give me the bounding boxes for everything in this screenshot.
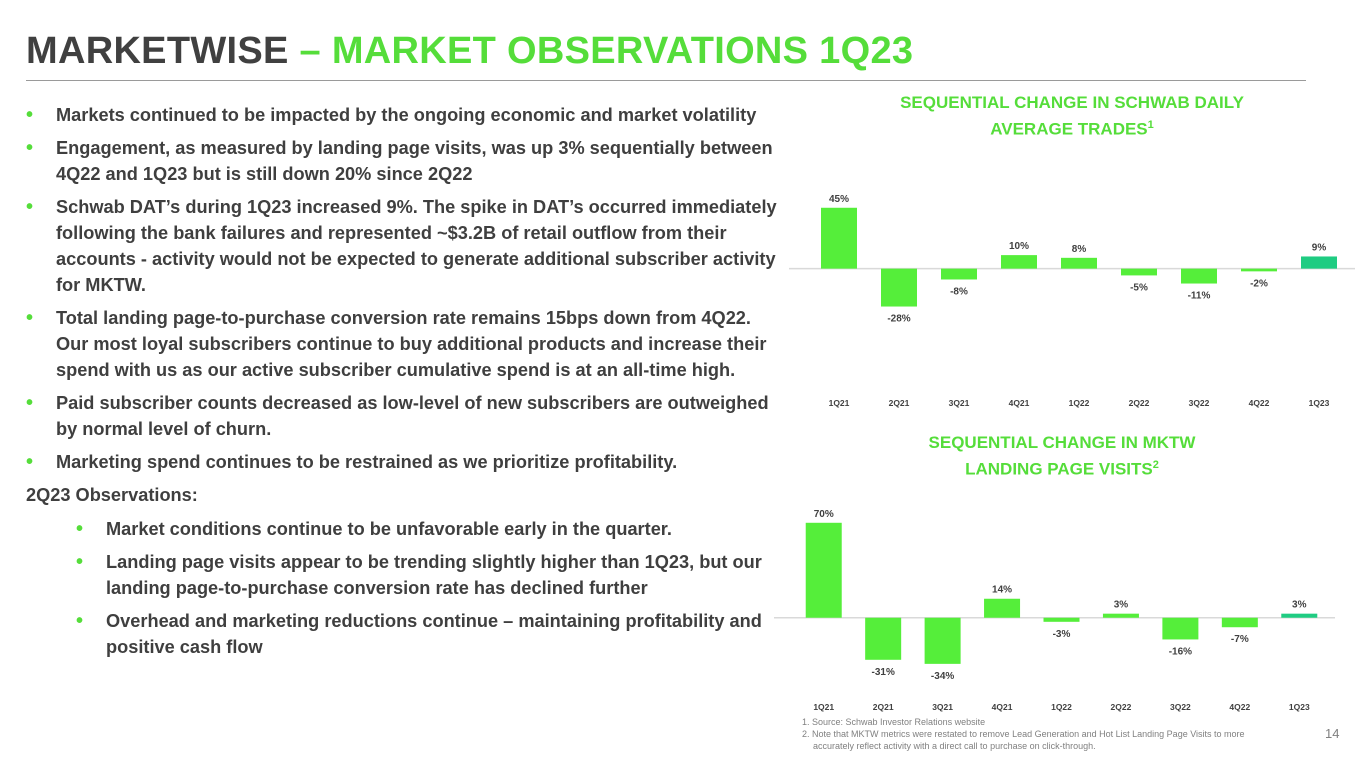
category-label-2Q21: 2Q21 — [889, 398, 910, 408]
bullet-item: • Marketing spend continues to be restrai… — [26, 451, 678, 473]
data-label-3Q21: -34% — [931, 671, 954, 682]
category-label-1Q22: 1Q22 — [1069, 398, 1090, 408]
bar-4Q21 — [984, 598, 1021, 618]
bullet-icon: • — [26, 451, 34, 473]
data-label-3Q22: -11% — [1188, 291, 1211, 302]
data-label-4Q21: 14% — [992, 585, 1012, 596]
category-label-4Q22: 4Q22 — [1229, 702, 1250, 712]
category-label-3Q22: 3Q22 — [1189, 398, 1210, 408]
category-label-1Q22: 1Q22 — [1051, 702, 1072, 712]
observations-heading: 2Q23 Observations: — [26, 485, 198, 505]
bullet-icon: • — [26, 196, 34, 218]
bullet-item: • Engagement, as measured by landing page… — [26, 137, 773, 184]
title-divider — [26, 80, 1306, 81]
bullet-icon: • — [76, 551, 84, 573]
bullet-icon: • — [26, 104, 34, 126]
category-label-3Q22: 3Q22 — [1170, 702, 1191, 712]
bar-2Q21 — [881, 268, 917, 307]
bullet-item: • Paid subscriber counts decreased as low… — [26, 392, 769, 439]
bullet-item: • Markets continued to be impacted by the… — [26, 104, 757, 126]
bar-1Q23 — [1301, 256, 1337, 269]
landing-page-visits-chart: 70% 1Q21 -31% 2Q21 -34% 3Q21 14% 4Q21 -3% 1Q22 3% 2… — [774, 509, 1335, 712]
observations-text: • Markets continued to be impacted by the… — [26, 102, 786, 667]
observation-item: • Landing page visits appear to be trendi… — [76, 551, 762, 598]
data-label-1Q21: 70% — [814, 509, 834, 520]
bar-3Q22 — [1162, 617, 1199, 640]
footnote-2-cont: accurately reflect activity with a direc… — [813, 741, 1096, 751]
data-label-2Q22: 3% — [1114, 600, 1129, 611]
bar-2Q22 — [1102, 613, 1139, 618]
category-label-2Q21: 2Q21 — [873, 702, 894, 712]
footnote-1: 1. Source: Schwab Investor Relations web… — [802, 717, 986, 727]
bullet-item: • Total landing page-to-purchase conversi… — [26, 307, 767, 380]
data-label-1Q23: 9% — [1312, 242, 1327, 253]
schwab-dat-chart: 45% 1Q21 -28% 2Q21 -8% 3Q21 10% 4Q21 8% 1Q22 -5% 2Q… — [789, 194, 1355, 408]
bullet-icon: • — [26, 392, 34, 414]
bullet-icon: • — [76, 610, 84, 632]
data-label-1Q22: -3% — [1053, 629, 1071, 640]
data-label-2Q21: -31% — [871, 667, 894, 678]
category-label-2Q22: 2Q22 — [1111, 702, 1132, 712]
category-label-3Q21: 3Q21 — [932, 702, 953, 712]
category-label-2Q22: 2Q22 — [1129, 398, 1150, 408]
category-label-1Q23: 1Q23 — [1309, 398, 1330, 408]
data-label-3Q21: -8% — [950, 286, 968, 297]
bar-4Q22 — [1221, 617, 1258, 628]
bar-2Q21 — [865, 617, 902, 660]
data-label-4Q21: 10% — [1009, 241, 1029, 252]
bar-4Q22 — [1241, 268, 1277, 272]
observation-item: • Market conditions continue to be unfavo… — [76, 518, 672, 540]
page-number: 14 — [1325, 726, 1340, 741]
data-label-2Q21: -28% — [887, 314, 910, 325]
chart-1-title: SEQUENTIAL CHANGE IN SCHWAB DAILY AVERAG… — [900, 93, 1244, 139]
data-label-4Q22: -2% — [1250, 278, 1268, 289]
observations-list: • Market conditions continue to be unfavo… — [26, 516, 786, 660]
data-label-4Q22: -7% — [1231, 634, 1249, 645]
category-label-4Q21: 4Q21 — [992, 702, 1013, 712]
bullet-item: • Schwab DAT’s during 1Q23 increased 9%. … — [26, 196, 777, 295]
bar-3Q22 — [1181, 268, 1217, 284]
bullet-icon: • — [26, 137, 34, 159]
bar-4Q21 — [1001, 255, 1037, 269]
category-label-1Q23: 1Q23 — [1289, 702, 1310, 712]
observation-item: • Overhead and marketing reductions conti… — [76, 610, 762, 657]
category-label-4Q21: 4Q21 — [1009, 398, 1030, 408]
bar-1Q21 — [805, 522, 842, 618]
category-label-3Q21: 3Q21 — [949, 398, 970, 408]
bar-1Q22 — [1061, 257, 1097, 269]
title-accent: MARKET OBSERVATIONS 1Q23 — [331, 30, 914, 72]
chart-2-title: SEQUENTIAL CHANGE IN MKTW LANDING PAGE V… — [928, 433, 1196, 479]
data-label-2Q22: -5% — [1130, 282, 1148, 293]
category-label-1Q21: 1Q21 — [829, 398, 850, 408]
data-label-1Q22: 8% — [1072, 244, 1087, 255]
data-label-1Q23: 3% — [1292, 600, 1307, 611]
bullet-list: • Markets continued to be impacted by the… — [26, 102, 786, 475]
footnote-2: 2. Note that MKTW metrics were restated … — [802, 729, 1245, 739]
footnotes: 1. Source: Schwab Investor Relations web… — [802, 716, 1322, 752]
bullet-icon: • — [26, 307, 34, 329]
data-label-3Q22: -16% — [1169, 646, 1192, 657]
bar-3Q21 — [924, 617, 961, 664]
bar-3Q21 — [941, 268, 977, 280]
bar-1Q22 — [1043, 617, 1080, 622]
slide-title: MARKETWISE – MARKET OBSERVATIONS 1Q23 — [26, 30, 913, 73]
bar-1Q23 — [1281, 613, 1318, 618]
title-main: MARKETWISE — [26, 30, 289, 72]
category-label-1Q21: 1Q21 — [813, 702, 834, 712]
bar-1Q21 — [821, 207, 857, 269]
category-label-4Q22: 4Q22 — [1249, 398, 1270, 408]
bar-2Q22 — [1121, 268, 1157, 276]
title-dash: – — [288, 30, 332, 72]
bullet-icon: • — [76, 518, 84, 540]
data-label-1Q21: 45% — [829, 194, 849, 205]
